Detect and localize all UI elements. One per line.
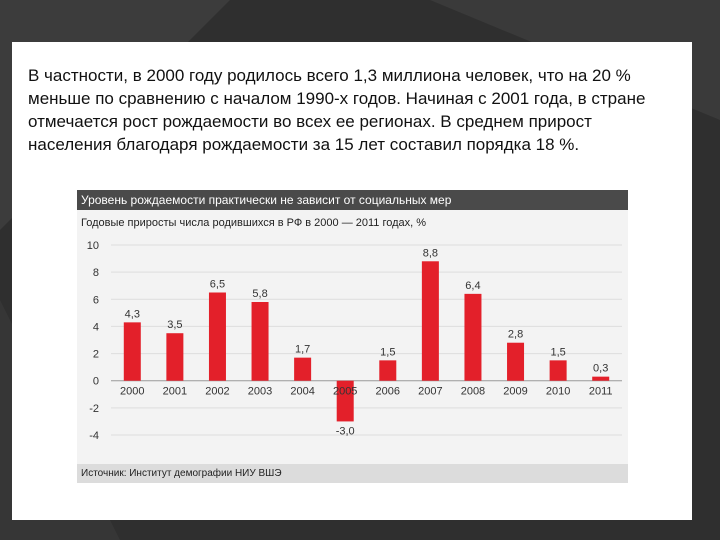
data-label: 5,8	[252, 288, 267, 300]
data-label: 2,8	[508, 329, 523, 341]
x-tick-label: 2010	[546, 386, 570, 398]
data-label: 4,3	[125, 308, 140, 320]
bar	[166, 333, 184, 381]
data-label: 1,5	[550, 346, 565, 358]
data-label: 6,5	[210, 279, 225, 291]
x-tick-label: 2000	[120, 386, 144, 398]
x-tick-label: 2005	[333, 386, 357, 398]
y-tick-label: 0	[93, 376, 99, 388]
y-tick-label: 10	[87, 240, 99, 252]
bar	[208, 292, 226, 381]
bar	[421, 261, 439, 381]
data-label: 3,5	[167, 319, 182, 331]
x-tick-label: 2006	[376, 386, 400, 398]
x-tick-label: 2001	[163, 386, 187, 398]
bar	[251, 302, 269, 381]
x-tick-label: 2003	[248, 386, 272, 398]
bar-chart: 10 8 6 4 2 0 -2 -4 4,3 2000 3,5 2001 6,5 2002 5,8 2003 1…	[87, 240, 622, 442]
x-tick-label: 2008	[461, 386, 485, 398]
bar	[464, 293, 482, 381]
x-tick-label: 2004	[290, 386, 314, 398]
bar	[336, 380, 354, 422]
chart-source: Источник: Институт демографии НИУ ВШЭ	[77, 464, 628, 483]
body-paragraph: В частности, в 2000 году родилось всего …	[28, 66, 646, 154]
slide-content: В частности, в 2000 году родилось всего …	[12, 42, 692, 520]
data-label: 1,7	[295, 344, 310, 356]
x-tick-label: 2011	[589, 386, 613, 398]
y-tick-label: -4	[89, 430, 99, 442]
data-label: 0,3	[593, 363, 608, 375]
bar	[123, 322, 141, 381]
bar	[294, 357, 312, 381]
bar	[507, 342, 525, 381]
chart-header: Уровень рождаемости практически не завис…	[77, 190, 628, 210]
y-tick-label: 8	[93, 267, 99, 279]
y-tick-label: 6	[93, 294, 99, 306]
x-tick-label: 2009	[503, 386, 527, 398]
x-tick-label: 2007	[418, 386, 442, 398]
bar	[549, 360, 567, 381]
data-label: 6,4	[465, 280, 480, 292]
x-tick-label: 2002	[205, 386, 229, 398]
data-label: 1,5	[380, 346, 395, 358]
chart-subtitle: Годовые приросты числа родившихся в РФ в…	[81, 217, 427, 229]
y-tick-label: 4	[93, 321, 99, 333]
data-label: 8,8	[423, 247, 438, 259]
bar	[379, 360, 397, 381]
bar	[592, 376, 610, 381]
y-tick-label: 2	[93, 349, 99, 361]
chart-container: Уровень рождаемости практически не завис…	[77, 190, 628, 483]
y-tick-label: -2	[89, 403, 99, 415]
data-label: -3,0	[336, 425, 355, 437]
